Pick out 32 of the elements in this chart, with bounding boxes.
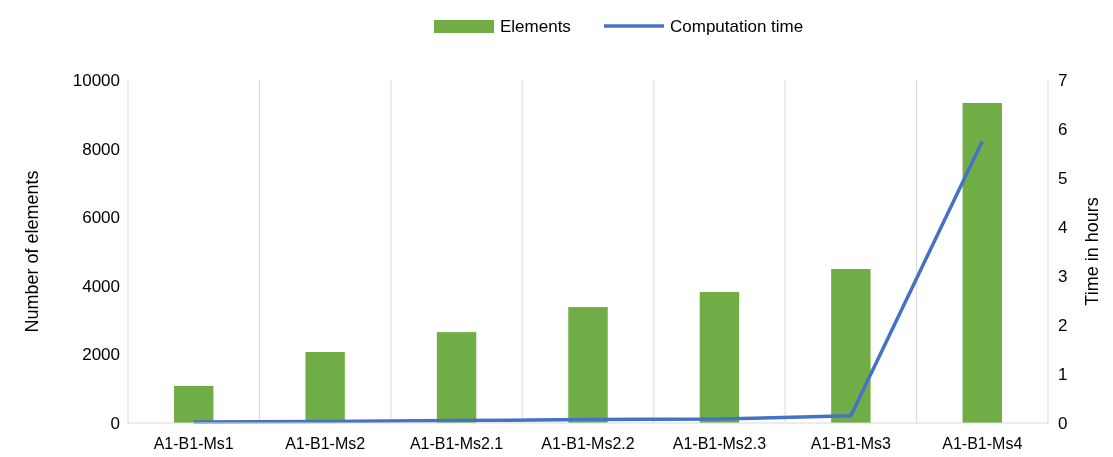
y2-tick-label: 5 (1058, 168, 1068, 188)
bar (174, 385, 214, 423)
y2-axis-title: Time in hours (1082, 197, 1102, 306)
x-tick-label: A1-B1-Ms4 (942, 435, 1023, 452)
y-tick-label: 2000 (82, 345, 120, 365)
x-tick-label: A1-B1-Ms1 (153, 435, 234, 452)
bar (962, 102, 1002, 423)
x-tick-label: A1-B1-Ms3 (810, 435, 891, 452)
bar (831, 268, 871, 423)
bar (699, 291, 740, 423)
bar (568, 307, 608, 423)
x-tick-label: A1-B1-Ms2 (285, 435, 366, 452)
y2-tick-label: 3 (1058, 266, 1068, 286)
y2-tick-label: 0 (1058, 413, 1068, 433)
x-tick-label: A1-B1-Ms2.3 (672, 435, 767, 452)
y-tick-label: 0 (110, 413, 120, 433)
line-series (191, 139, 985, 424)
y-tick-label: 4000 (82, 276, 120, 296)
y-axis-title: Number of elements (22, 170, 42, 333)
legend-label: Elements (500, 16, 571, 36)
y-tick-label: 8000 (82, 139, 120, 159)
y-tick-label: 10000 (72, 70, 120, 90)
y2-tick-label: 4 (1058, 217, 1068, 237)
y2-tick-label: 1 (1058, 364, 1068, 384)
y2-tick-label: 6 (1058, 119, 1068, 139)
y-tick-label: 6000 (82, 208, 120, 228)
y2-tick-label: 7 (1058, 70, 1068, 90)
legend-label: Computation time (670, 16, 804, 36)
x-tick-label: A1-B1-Ms2.1 (409, 435, 504, 452)
y2-tick-label: 2 (1058, 315, 1068, 335)
bar (305, 352, 345, 423)
x-tick-label: A1-B1-Ms2.2 (541, 435, 635, 452)
